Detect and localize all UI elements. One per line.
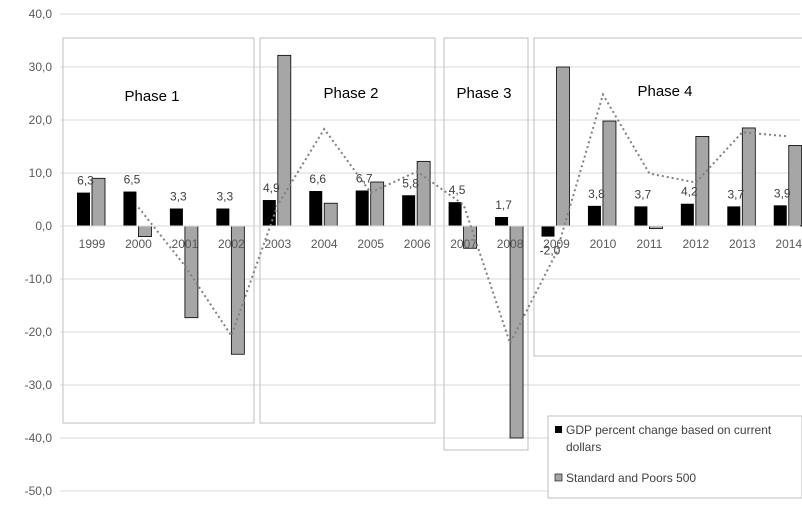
legend-label-gdp-line: GDP percent change based on current <box>566 423 772 437</box>
gdp-data-label: 3,7 <box>727 187 744 201</box>
gdp-data-label: 6,7 <box>356 171 373 185</box>
gdp-bar <box>402 195 416 226</box>
data-labels: 6,3 6,5 3,3 3,3 4,9 6,6 6,7 5,8 4,5 1,7 -2,0 3,8 3,7… <box>77 171 791 257</box>
x-tick-label: 1999 <box>79 237 106 251</box>
y-tick-label: -20,0 <box>25 325 53 339</box>
gdp-data-label: 6,5 <box>124 173 141 187</box>
x-tick-label: 2010 <box>590 237 617 251</box>
gdp-data-label: 3,8 <box>588 187 605 201</box>
gdp-data-label: 5,8 <box>402 176 419 190</box>
sp500-bar <box>323 202 338 227</box>
x-tick-label: 2011 <box>636 237 662 251</box>
y-tick-label: 30,0 <box>29 60 53 74</box>
x-tick-label: 2001 <box>172 237 199 251</box>
sp500-bar <box>91 177 106 227</box>
phase-label: Phase 1 <box>124 88 179 105</box>
x-tick-label: 2002 <box>218 237 245 251</box>
gdp-data-label: -2,0 <box>540 244 561 258</box>
y-tick-label: -40,0 <box>25 431 53 445</box>
gdp-data-label: 6,3 <box>77 174 94 188</box>
gdp-data-label: 1,7 <box>495 198 512 212</box>
y-tick-label: 40,0 <box>29 7 53 21</box>
legend-box <box>547 415 802 499</box>
y-tick-label: -50,0 <box>25 484 53 498</box>
legend-label-sp500: Standard and Poors 500 <box>566 471 696 485</box>
gdp-bar <box>123 191 137 226</box>
x-axis-labels: 1999 2000 2001 2002 2003 2004 2005 2006 2007 2008… <box>79 237 802 251</box>
sp500-bar <box>556 66 570 227</box>
gdp-bar <box>262 200 276 226</box>
gdp-bar <box>773 205 787 226</box>
gdp-data-label: 4,2 <box>681 185 698 199</box>
sp500-bar <box>277 54 292 227</box>
y-axis-labels: 40,0 30,0 20,0 10,0 0,0 -10,0 -20,0 -30,0 -40,0 -… <box>25 7 53 498</box>
y-tick-label: 0,0 <box>35 219 52 233</box>
x-tick-label: 2007 <box>450 237 477 251</box>
x-tick-label: 2003 <box>264 237 291 251</box>
x-tick-label: 2008 <box>497 237 524 251</box>
gdp-bar <box>541 226 555 237</box>
gdp-data-label: 3,3 <box>217 190 234 204</box>
gdp-data-label: 6,6 <box>309 172 326 186</box>
x-tick-label: 2000 <box>125 237 152 251</box>
phase-label: Phase 3 <box>456 85 511 102</box>
gdp-data-label: 3,3 <box>170 190 187 204</box>
sp500-bar <box>602 120 617 227</box>
x-tick-label: 2014 <box>775 237 802 251</box>
sp500-bar <box>741 127 756 227</box>
x-tick-label: 2005 <box>357 237 384 251</box>
gdp-bar <box>587 205 601 226</box>
gdp-bar <box>680 203 694 226</box>
gdp-bar <box>309 191 323 226</box>
gdp-bar <box>216 208 230 226</box>
sp500-bar <box>416 160 431 227</box>
legend-swatch-gdp <box>555 426 562 433</box>
legend-label-gdp: GDP percent change based on current dolla… <box>566 423 772 454</box>
gdp-data-label: 3,7 <box>635 187 652 201</box>
gdp-bar <box>355 190 369 226</box>
x-tick-label: 2012 <box>682 237 709 251</box>
phase-boxes: Phase 1 Phase 2 Phase 3 Phase 4 <box>62 37 802 451</box>
gdp-bar <box>448 202 462 226</box>
gdp-data-label: 3,9 <box>774 186 791 200</box>
gdp-bar <box>634 206 648 226</box>
sp500-bar <box>788 145 802 227</box>
sp500-bar <box>138 225 152 238</box>
gdp-data-label: 4,9 <box>263 181 280 195</box>
x-tick-label: 2013 <box>729 237 756 251</box>
phase-label: Phase 4 <box>637 83 692 100</box>
phase-box <box>533 37 802 357</box>
phase-box <box>259 37 436 424</box>
legend-swatch-sp500 <box>554 473 563 482</box>
y-tick-label: 10,0 <box>29 166 53 180</box>
gdp-data-label: 4,5 <box>449 183 466 197</box>
gdp-bar <box>727 206 741 226</box>
x-tick-label: 2006 <box>404 237 431 251</box>
y-tick-label: -30,0 <box>25 378 53 392</box>
gdp-bar <box>169 208 183 226</box>
y-tick-label: 20,0 <box>29 113 53 127</box>
phase-box <box>443 37 529 451</box>
phase-label: Phase 2 <box>323 85 378 102</box>
x-tick-label: 2004 <box>311 237 338 251</box>
y-tick-label: -10,0 <box>25 272 53 286</box>
sp500-bar <box>509 225 524 439</box>
gdp-bar <box>495 216 509 226</box>
legend: GDP percent change based on current dolla… <box>547 415 802 499</box>
x-tick-label: 2009 <box>543 237 570 251</box>
legend-label-gdp-line: dollars <box>566 440 601 454</box>
phase-box <box>62 37 255 424</box>
gdp-bar <box>77 192 90 226</box>
